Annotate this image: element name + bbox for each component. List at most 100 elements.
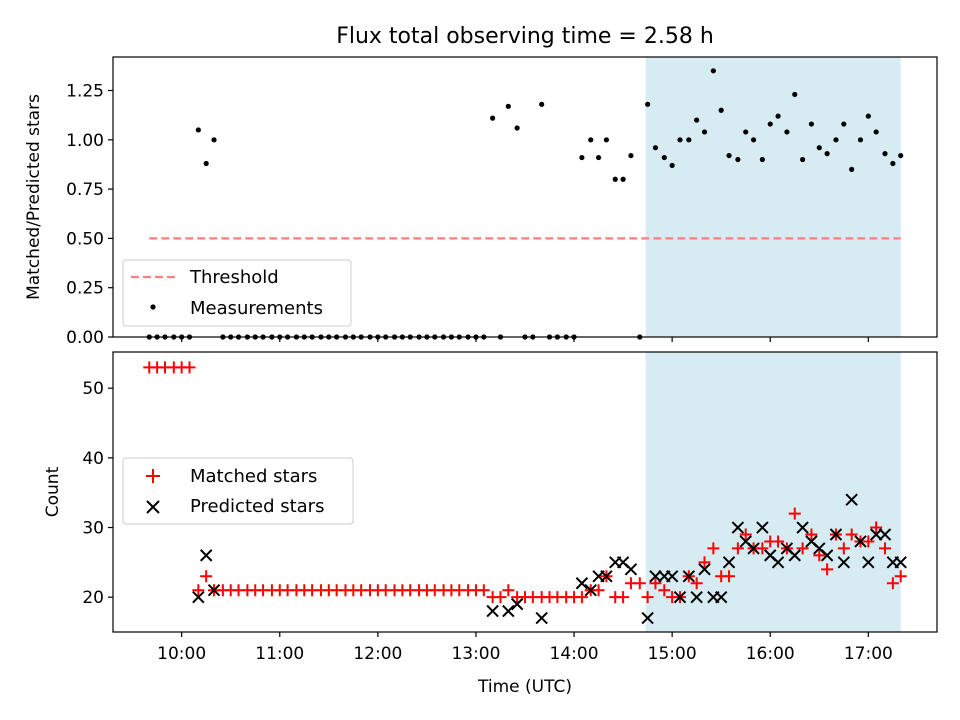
predicted-stars-point bbox=[837, 556, 851, 569]
measurements-point bbox=[882, 151, 888, 157]
matched-stars-point bbox=[862, 535, 875, 548]
measurements-point bbox=[857, 137, 864, 143]
x-tick-label: 15:00 bbox=[648, 644, 697, 664]
threshold-legend-label: Threshold bbox=[189, 267, 279, 288]
predicted-stars-point bbox=[722, 556, 736, 569]
predicted-legend-label: Predicted stars bbox=[190, 496, 324, 517]
observing-span bbox=[645, 57, 901, 337]
bottom-y-axis-label: Count bbox=[43, 466, 63, 517]
matched-stars-point bbox=[879, 542, 892, 555]
matched-stars-point bbox=[575, 591, 588, 604]
matched-stars-point bbox=[477, 584, 490, 597]
matched-stars-point bbox=[805, 528, 818, 541]
predicted-stars-point bbox=[486, 604, 499, 618]
predicted-stars-point bbox=[641, 611, 654, 625]
top-legend: Threshold Measurements bbox=[122, 259, 352, 327]
predicted-stars-point bbox=[894, 556, 907, 569]
predicted-stars-point bbox=[673, 590, 687, 604]
x-tick-label: 16:00 bbox=[746, 644, 795, 664]
predicted-stars-point bbox=[788, 549, 801, 562]
top-panel: 0.00 0.25 0.50 0.75 1.00 1.25 Matched/Predict… bbox=[24, 56, 938, 348]
matched-stars-point bbox=[845, 528, 858, 541]
measurements-point bbox=[620, 176, 626, 182]
measurements-point bbox=[735, 156, 741, 163]
measurements-point bbox=[824, 151, 830, 157]
matched-stars-point bbox=[894, 570, 907, 583]
measurements-point bbox=[808, 121, 815, 127]
matched-stars-point bbox=[649, 577, 662, 590]
measurements-point bbox=[816, 145, 822, 151]
measurements-point bbox=[652, 145, 659, 151]
bottom-legend: Matched stars Predicted stars bbox=[122, 457, 354, 525]
measurements-point bbox=[514, 125, 520, 131]
measurements-point bbox=[898, 152, 904, 159]
matched-stars-point bbox=[731, 542, 744, 555]
x-tick-label: 17:00 bbox=[844, 644, 893, 664]
matched-stars-point bbox=[192, 584, 205, 597]
predicted-stars-point bbox=[829, 528, 843, 541]
x-tick-label: 13:00 bbox=[451, 644, 500, 664]
matched-stars-point bbox=[698, 556, 711, 569]
measurements-legend-label: Measurements bbox=[190, 298, 323, 319]
x-tick-label: 11:00 bbox=[255, 644, 304, 664]
predicted-stars-point bbox=[600, 570, 613, 583]
matched-stars-point bbox=[788, 507, 801, 520]
matched-legend-marker bbox=[146, 469, 160, 483]
measurements-point bbox=[677, 137, 683, 143]
measurements-point bbox=[612, 176, 618, 182]
predicted-stars-point bbox=[845, 493, 858, 506]
matched-stars-point bbox=[617, 591, 630, 604]
predicted-stars-point bbox=[624, 563, 638, 576]
predicted-stars-point bbox=[665, 570, 679, 583]
measurements-point bbox=[588, 137, 594, 143]
matched-stars-point bbox=[739, 528, 752, 541]
matched-stars-point bbox=[502, 584, 515, 597]
matched-stars-point bbox=[756, 542, 769, 555]
measurements-point bbox=[686, 137, 692, 143]
bottom-y-tick-label: 30 bbox=[82, 519, 104, 539]
measurements-point bbox=[694, 117, 700, 123]
bottom-y-tick-label: 50 bbox=[82, 379, 104, 399]
measurements-point bbox=[841, 121, 847, 127]
predicted-stars-point bbox=[690, 590, 703, 604]
matched-stars-point bbox=[200, 570, 213, 583]
measurements-point bbox=[195, 127, 201, 133]
matched-stars-point bbox=[886, 577, 899, 590]
matched-stars-point bbox=[592, 584, 605, 597]
predicted-stars-point bbox=[682, 570, 696, 583]
bottom-legend-box bbox=[122, 457, 354, 525]
predicted-stars-point bbox=[192, 590, 205, 604]
predicted-stars-point bbox=[714, 590, 728, 604]
measurements-point bbox=[792, 91, 798, 98]
bottom-axes-frame bbox=[112, 351, 938, 633]
predicted-stars-point bbox=[584, 584, 597, 597]
measurements-point bbox=[669, 162, 675, 169]
matched-stars-point bbox=[494, 591, 507, 604]
measurements-point bbox=[595, 154, 602, 161]
top-y-tick-label: 0.00 bbox=[66, 328, 104, 348]
predicted-stars-point bbox=[199, 549, 213, 562]
bottom-y-tick-label: 20 bbox=[82, 588, 104, 608]
top-y-tick-label: 0.50 bbox=[66, 229, 104, 249]
bottom-plot-area: 20 30 40 50 10:00 11:00 12:00 13:00 14:00 15:00 16… bbox=[82, 351, 938, 664]
predicted-stars-point bbox=[862, 556, 875, 569]
measurements-point bbox=[775, 113, 781, 119]
measurements-point bbox=[579, 154, 585, 161]
predicted-stars-point bbox=[207, 584, 221, 597]
measurements-point bbox=[849, 166, 855, 172]
measurements-point bbox=[203, 160, 209, 167]
x-tick-label: 14:00 bbox=[550, 644, 599, 664]
measurements-point bbox=[710, 68, 716, 74]
matched-stars-point bbox=[641, 591, 654, 604]
matched-stars-point bbox=[813, 549, 826, 562]
matched-stars-point bbox=[690, 577, 703, 590]
matched-stars-point bbox=[796, 542, 809, 555]
measurements-point bbox=[701, 129, 708, 135]
measurements-point bbox=[661, 154, 667, 161]
measurements-point bbox=[539, 101, 545, 107]
measurements-point bbox=[833, 137, 839, 143]
predicted-stars-point bbox=[535, 611, 548, 625]
measurements-point bbox=[718, 107, 724, 113]
measurements-legend-marker bbox=[150, 304, 156, 310]
top-y-tick-label: 0.25 bbox=[66, 279, 104, 299]
